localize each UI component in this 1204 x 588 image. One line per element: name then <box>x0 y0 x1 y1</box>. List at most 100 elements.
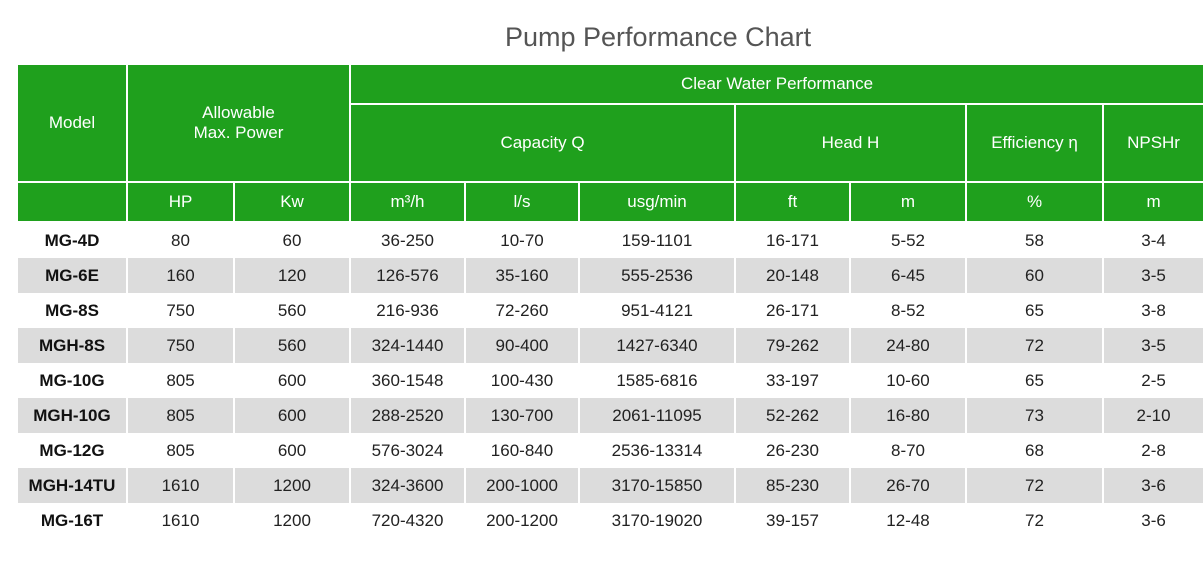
table-cell: 159-1101 <box>578 222 736 258</box>
model-cell: MGH-14TU <box>16 468 128 503</box>
table-cell: 750 <box>126 293 235 328</box>
table-cell: 200-1000 <box>464 468 580 503</box>
table-cell: 160-840 <box>464 433 580 468</box>
table-cell: 3-6 <box>1101 503 1204 538</box>
table-cell: 3170-15850 <box>578 468 736 503</box>
header-npshr: NPSHr <box>1101 103 1204 183</box>
model-cell: MG-8S <box>16 293 128 328</box>
table-cell: 600 <box>233 433 351 468</box>
table-cell: 3-8 <box>1101 293 1204 328</box>
table-cell: 160 <box>126 258 235 293</box>
chart-title: Pump Performance Chart <box>505 22 812 52</box>
table-body: MG-4D 80 60 36-250 10-70 159-1101 16-171 5-52 58… <box>16 222 1204 538</box>
table-cell: 288-2520 <box>349 398 466 433</box>
table-row: MG-10G 805 600 360-1548 100-430 1585-6816 33-1… <box>16 363 1204 398</box>
table-cell: 805 <box>126 398 235 433</box>
table-cell: 720-4320 <box>349 503 466 538</box>
table-cell: 26-70 <box>849 468 967 503</box>
table-cell: 200-1200 <box>464 503 580 538</box>
table-cell: 750 <box>126 328 235 363</box>
model-cell: MG-10G <box>16 363 128 398</box>
table-row: MG-12G 805 600 576-3024 160-840 2536-13314 26-… <box>16 433 1204 468</box>
unit-ft: ft <box>734 181 851 223</box>
table-cell: 79-262 <box>734 328 851 363</box>
header-allowable-line1: Allowable <box>202 103 275 122</box>
table-cell: 3-4 <box>1101 222 1204 258</box>
table-cell: 39-157 <box>734 503 851 538</box>
table-cell: 126-576 <box>349 258 466 293</box>
table-cell: 33-197 <box>734 363 851 398</box>
table-cell: 324-3600 <box>349 468 466 503</box>
table-cell: 10-70 <box>464 222 580 258</box>
unit-hp: HP <box>126 181 235 223</box>
model-cell: MG-4D <box>16 222 128 258</box>
table-cell: 324-1440 <box>349 328 466 363</box>
table-cell: 65 <box>965 293 1104 328</box>
table-cell: 360-1548 <box>349 363 466 398</box>
table-cell: 2-8 <box>1101 433 1204 468</box>
header-model: Model <box>16 63 128 183</box>
model-cell: MGH-10G <box>16 398 128 433</box>
table-cell: 1200 <box>233 468 351 503</box>
table-cell: 60 <box>965 258 1104 293</box>
table-cell: 3170-19020 <box>578 503 736 538</box>
model-cell: MG-6E <box>16 258 128 293</box>
table-cell: 3-5 <box>1101 258 1204 293</box>
unit-m3h: m³/h <box>349 181 466 223</box>
table-row: MGH-14TU 1610 1200 324-3600 200-1000 3170-158… <box>16 468 1204 503</box>
table-cell: 72 <box>965 328 1104 363</box>
table-cell: 2061-11095 <box>578 398 736 433</box>
table-cell: 951-4121 <box>578 293 736 328</box>
table-cell: 68 <box>965 433 1104 468</box>
table-row: MGH-8S 750 560 324-1440 90-400 1427-6340 79-26… <box>16 328 1204 363</box>
table-cell: 3-5 <box>1101 328 1204 363</box>
table-cell: 20-148 <box>734 258 851 293</box>
title-area: Pump Performance Chart <box>0 0 1204 60</box>
table-cell: 216-936 <box>349 293 466 328</box>
table-row: MGH-10G 805 600 288-2520 130-700 2061-11095 52… <box>16 398 1204 433</box>
table-cell: 555-2536 <box>578 258 736 293</box>
table-cell: 8-70 <box>849 433 967 468</box>
table-cell: 2-5 <box>1101 363 1204 398</box>
table-cell: 2-10 <box>1101 398 1204 433</box>
table-cell: 560 <box>233 293 351 328</box>
header-model-spacer <box>16 181 128 223</box>
table-cell: 72 <box>965 468 1104 503</box>
table-cell: 10-60 <box>849 363 967 398</box>
table-cell: 6-45 <box>849 258 967 293</box>
table-cell: 2536-13314 <box>578 433 736 468</box>
unit-usgmin: usg/min <box>578 181 736 223</box>
table-cell: 16-171 <box>734 222 851 258</box>
unit-ls: l/s <box>464 181 580 223</box>
table-cell: 8-52 <box>849 293 967 328</box>
table-cell: 60 <box>233 222 351 258</box>
table-row: MG-6E 160 120 126-576 35-160 555-2536 20-148 6-… <box>16 258 1204 293</box>
header-allowable-power: Allowable Max. Power <box>126 63 351 183</box>
table-cell: 73 <box>965 398 1104 433</box>
unit-kw: Kw <box>233 181 351 223</box>
table-row: MG-4D 80 60 36-250 10-70 159-1101 16-171 5-52 58… <box>16 222 1204 258</box>
table-row: MG-8S 750 560 216-936 72-260 951-4121 26-171 8-… <box>16 293 1204 328</box>
table-cell: 805 <box>126 363 235 398</box>
model-cell: MGH-8S <box>16 328 128 363</box>
table-cell: 130-700 <box>464 398 580 433</box>
header-allowable-line2: Max. Power <box>193 123 284 142</box>
header-capacity: Capacity Q <box>349 103 736 183</box>
header-head: Head H <box>734 103 967 183</box>
table-cell: 26-230 <box>734 433 851 468</box>
table-cell: 100-430 <box>464 363 580 398</box>
table-cell: 576-3024 <box>349 433 466 468</box>
pump-performance-table: Model Allowable Max. Power Clear Water P… <box>16 63 1204 538</box>
table-cell: 805 <box>126 433 235 468</box>
table-cell: 26-171 <box>734 293 851 328</box>
table-cell: 1427-6340 <box>578 328 736 363</box>
table-cell: 600 <box>233 398 351 433</box>
table-cell: 80 <box>126 222 235 258</box>
table-cell: 90-400 <box>464 328 580 363</box>
table-cell: 3-6 <box>1101 468 1204 503</box>
table-cell: 65 <box>965 363 1104 398</box>
unit-m: m <box>849 181 967 223</box>
table-row: MG-16T 1610 1200 720-4320 200-1200 3170-19020… <box>16 503 1204 538</box>
model-cell: MG-16T <box>16 503 128 538</box>
model-cell: MG-12G <box>16 433 128 468</box>
